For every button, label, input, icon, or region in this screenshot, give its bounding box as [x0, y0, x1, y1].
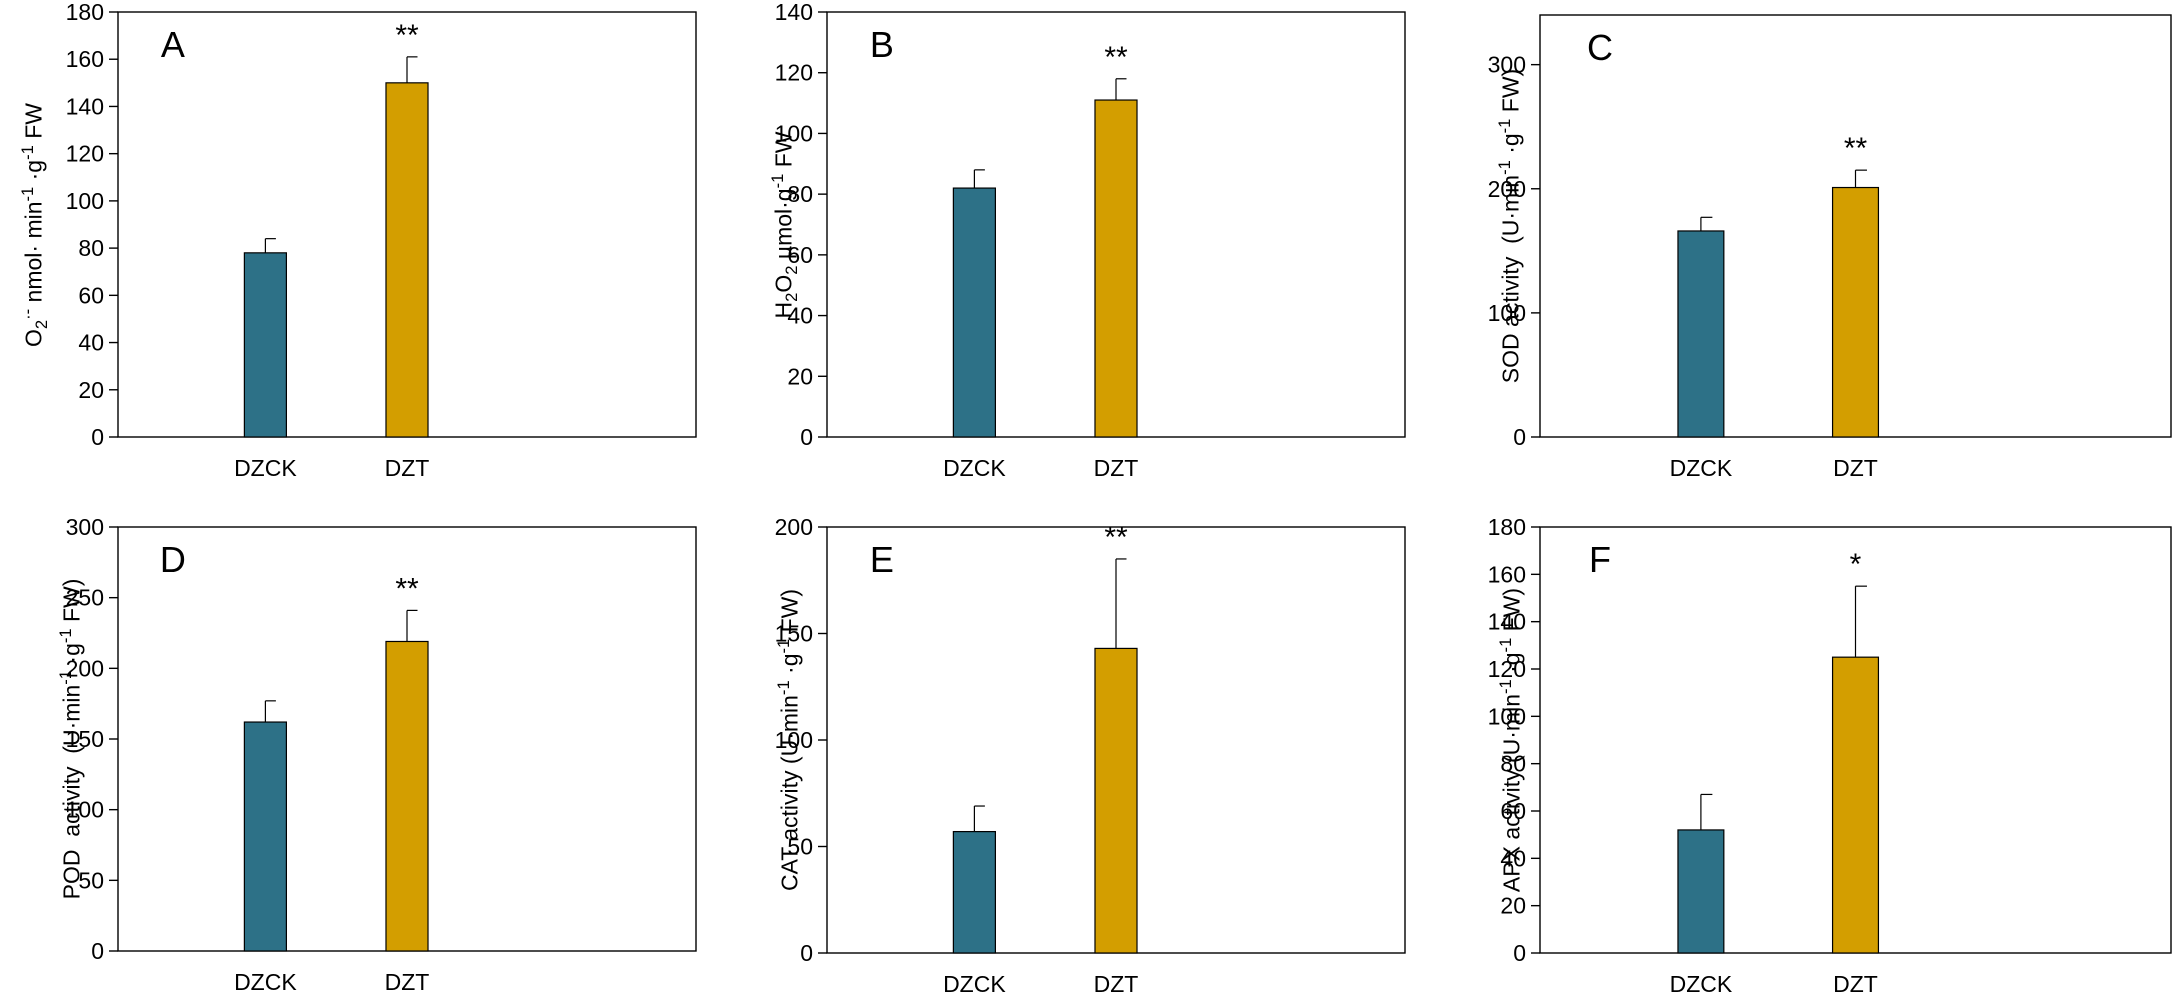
bar-dzt-f	[1831, 656, 1880, 954]
y-tick-label-a: 80	[78, 235, 104, 261]
x-tick-label-d: DZT	[385, 969, 430, 995]
y-tick-label-c: 300	[1488, 52, 1526, 78]
panel-letter-a: A	[161, 24, 185, 65]
bar-dzt-c	[1831, 186, 1880, 438]
y-tick-label-b: 60	[787, 242, 813, 268]
y-tick-label-f: 80	[1500, 751, 1526, 777]
significance-marker-d: **	[395, 572, 419, 605]
significance-marker-b: **	[1104, 41, 1128, 74]
x-tick-label-e: DZT	[1094, 971, 1139, 997]
y-tick-label-f: 0	[1513, 940, 1526, 966]
bar-dzck-d	[243, 721, 288, 952]
y-tick-label-a: 140	[66, 93, 104, 119]
y-tick-label-d: 300	[66, 514, 104, 540]
y-tick-label-a: 120	[66, 141, 104, 167]
y-tick-label-a: 60	[78, 282, 104, 308]
y-tick-label-c: 0	[1513, 424, 1526, 450]
bar-dzt-e	[1094, 647, 1138, 954]
bar-dzck-e	[952, 830, 997, 954]
y-tick-label-f: 20	[1500, 893, 1526, 919]
panel-letter-d: D	[160, 539, 186, 580]
y-tick-label-a: 20	[78, 377, 104, 403]
y-tick-label-a: 40	[78, 330, 104, 356]
significance-marker-f: *	[1850, 548, 1862, 581]
y-tick-label-e: 200	[775, 514, 813, 540]
x-tick-label-f: DZCK	[1670, 971, 1733, 997]
y-tick-label-f: 180	[1488, 514, 1526, 540]
x-tick-label-f: DZT	[1833, 971, 1878, 997]
x-tick-label-b: DZT	[1094, 455, 1139, 481]
y-tick-label-d: 150	[66, 726, 104, 752]
x-tick-label-b: DZCK	[943, 455, 1006, 481]
y-tick-label-b: 80	[787, 181, 813, 207]
panel-c: 0 100 200 300 DZCK DZT ** C	[1488, 14, 2172, 481]
y-tick-label-f: 120	[1488, 656, 1526, 682]
y-tick-label-e: 0	[800, 940, 813, 966]
x-tick-label-c: DZT	[1833, 455, 1878, 481]
bar-dzck-a	[243, 252, 288, 438]
x-tick-label-a: DZCK	[234, 455, 297, 481]
y-tick-label-d: 250	[66, 585, 104, 611]
y-tick-label-a: 160	[66, 46, 104, 72]
y-tick-label-d: 100	[66, 797, 104, 823]
y-tick-label-a: 100	[66, 188, 104, 214]
y-tick-label-f: 40	[1500, 845, 1526, 871]
bar-dzck-b	[952, 187, 997, 438]
y-tick-label-b: 20	[787, 363, 813, 389]
panel-letter-c: C	[1587, 27, 1613, 68]
panel-letter-e: E	[870, 539, 894, 580]
bar-dzck-f	[1677, 829, 1725, 954]
y-tick-label-d: 50	[78, 867, 104, 893]
y-tick-label-b: 0	[800, 424, 813, 450]
significance-marker-a: **	[395, 19, 419, 52]
y-tick-label-a: 180	[66, 0, 104, 25]
panel-a: 0 20 40 60 80 100 120 140 160 180 DZCK DZT ** A	[66, 0, 697, 481]
y-tick-label-b: 40	[787, 303, 813, 329]
significance-marker-e: **	[1104, 521, 1128, 554]
bar-dzt-d	[385, 640, 429, 952]
panel-letter-f: F	[1589, 539, 1611, 580]
y-tick-label-f: 60	[1500, 798, 1526, 824]
bar-dzck-c	[1677, 230, 1725, 438]
y-tick-label-c: 200	[1488, 176, 1526, 202]
x-tick-label-c: DZCK	[1670, 455, 1733, 481]
panel-letter-b: B	[870, 24, 894, 65]
significance-marker-c: **	[1844, 132, 1868, 165]
panel-e: 0 50 100 150 200 DZCK DZT ** E	[775, 514, 1406, 997]
y-tick-label-f: 140	[1488, 609, 1526, 635]
y-tick-label-f: 160	[1488, 561, 1526, 587]
y-tick-label-a: 0	[91, 424, 104, 450]
y-tick-label-f: 100	[1488, 703, 1526, 729]
panel-d: 0 50 100 150 200 250 300 DZCK DZT ** D	[66, 514, 697, 995]
bar-dzt-b	[1094, 99, 1138, 438]
y-tick-label-e: 150	[775, 621, 813, 647]
panel-f: 0 20 40 60 80 100 120 140 160 180 DZCK DZT * F	[1488, 514, 2172, 997]
panel-b: 0 20 40 60 80 100 120 140 DZCK DZT ** B	[775, 0, 1406, 481]
y-tick-label-e: 50	[787, 834, 813, 860]
y-tick-label-d: 200	[66, 655, 104, 681]
y-tick-label-b: 140	[775, 0, 813, 25]
y-tick-label-e: 100	[775, 727, 813, 753]
y-tick-label-b: 120	[775, 60, 813, 86]
x-tick-label-a: DZT	[385, 455, 430, 481]
y-tick-label-d: 0	[91, 938, 104, 964]
y-tick-label-b: 100	[775, 120, 813, 146]
x-tick-label-d: DZCK	[234, 969, 297, 995]
bar-dzt-a	[385, 82, 429, 438]
y-tick-label-c: 100	[1488, 300, 1526, 326]
x-tick-label-e: DZCK	[943, 971, 1006, 997]
